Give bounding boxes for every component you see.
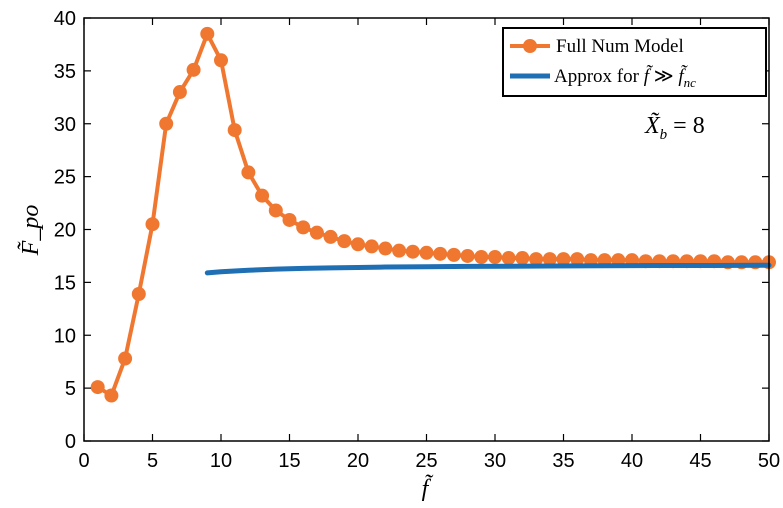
y-tick-label: 15 — [54, 272, 76, 294]
x-tick-label: 0 — [78, 450, 89, 472]
data-point — [351, 237, 365, 252]
x-tick-label: 5 — [147, 450, 158, 472]
x-tick-label: 25 — [415, 450, 437, 472]
y-tick-label: 35 — [54, 61, 76, 83]
x-tick-label: 15 — [278, 450, 300, 472]
legend-label-approx-rhs-sub: nc — [684, 75, 697, 90]
x-tick-label: 50 — [758, 450, 780, 472]
annotation-sub: b — [660, 127, 668, 143]
x-tick-label: 45 — [689, 450, 711, 472]
x-tick-label: 10 — [210, 450, 232, 472]
data-point — [323, 229, 338, 244]
y-tick-label: 10 — [54, 325, 76, 347]
series-line-1 — [204, 262, 772, 276]
legend-label-full-num-model: Full Num Model — [556, 36, 684, 57]
data-point — [90, 380, 105, 395]
data-point — [488, 249, 502, 264]
y-tick-label: 25 — [54, 167, 76, 189]
data-point — [131, 287, 146, 302]
y-tick-label: 5 — [65, 378, 76, 400]
legend-label-approx-op: ≫ — [649, 66, 678, 87]
data-point — [392, 243, 407, 258]
data-point — [282, 212, 297, 227]
data-point — [227, 123, 242, 138]
data-point — [474, 249, 489, 264]
data-point — [364, 239, 379, 254]
data-point — [378, 241, 393, 256]
legend-marker-full-num-model — [523, 39, 537, 53]
data-point — [268, 203, 283, 218]
legend-label-approx: Approx for f̃ ≫ f̃nc — [554, 65, 696, 90]
data-point — [460, 248, 475, 263]
data-point — [214, 53, 228, 68]
data-point — [433, 246, 448, 261]
data-point — [529, 252, 544, 267]
data-point — [172, 85, 187, 100]
y-axis-label: F̃_po — [17, 205, 44, 257]
x-tick-label: 40 — [621, 450, 643, 472]
legend-label-approx-lhs: f̃ — [644, 65, 654, 87]
data-point — [337, 234, 352, 249]
data-point — [296, 220, 311, 235]
data-point — [419, 245, 434, 260]
data-point — [159, 116, 174, 131]
y-tick-label: 20 — [54, 220, 76, 242]
x-axis-label: f̃ — [422, 474, 434, 502]
series-layer — [90, 26, 776, 403]
data-point — [104, 388, 119, 403]
data-point — [200, 26, 215, 41]
data-point — [309, 225, 324, 240]
data-point — [405, 244, 420, 259]
data-point — [186, 62, 201, 77]
legend-label-approx-main: Approx for — [554, 66, 644, 87]
x-tick-label: 30 — [484, 450, 506, 472]
data-point — [118, 351, 133, 366]
data-point — [446, 247, 461, 262]
annotation-rhs: = 8 — [667, 113, 705, 139]
data-point — [570, 252, 585, 267]
y-tick-label: 40 — [54, 8, 76, 30]
y-tick-label: 30 — [54, 114, 76, 136]
data-point — [501, 251, 516, 266]
legend-box — [502, 27, 767, 97]
legend-label-approx-rhs: f̃ — [678, 65, 688, 87]
y-tick-label: 0 — [65, 431, 76, 453]
data-point — [515, 251, 530, 266]
data-point — [542, 252, 557, 267]
data-point — [255, 188, 270, 203]
data-point — [556, 252, 571, 267]
legend: Full Num Model Approx for f̃ ≫ f̃nc — [502, 27, 767, 97]
x-tick-label: 35 — [552, 450, 574, 472]
ticks-layer: 0 5 10 15 20 25 30 35 40 45 50 0 5 10 15 20 25 30 35 40 — [54, 8, 780, 472]
data-point — [145, 217, 160, 232]
data-point — [241, 165, 256, 180]
annotation-xb: X̃b = 8 — [644, 112, 705, 143]
x-tick-label: 20 — [347, 450, 369, 472]
annotation-lhs: X̃ — [644, 112, 661, 139]
